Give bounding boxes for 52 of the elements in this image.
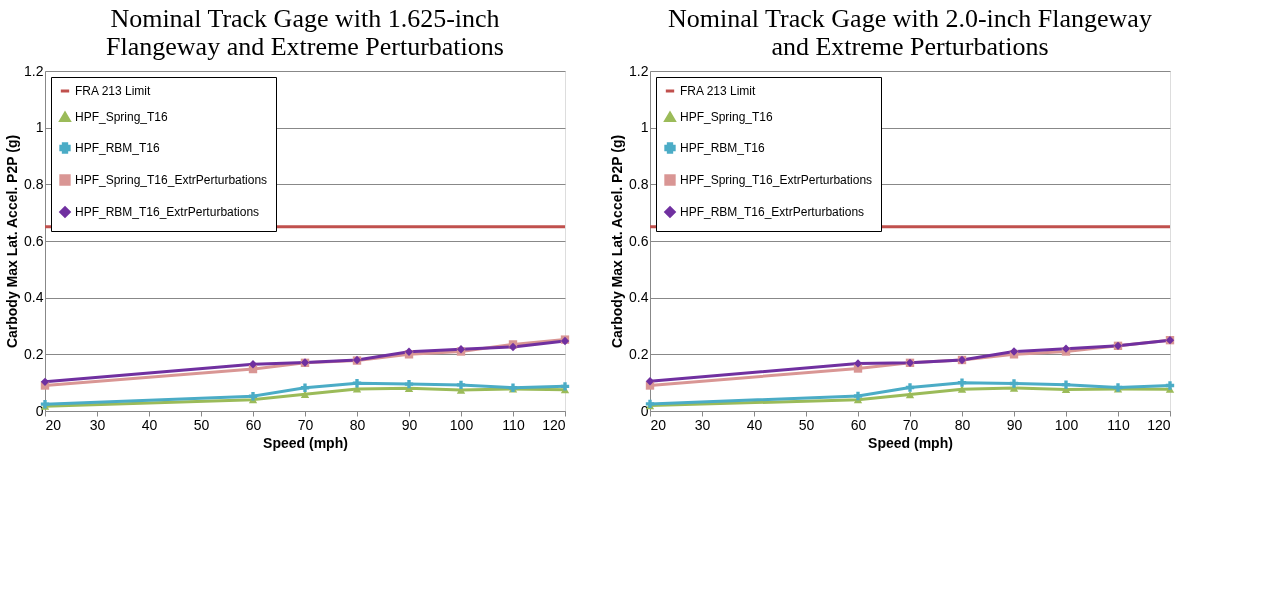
x-tick-label: 50 [798, 416, 815, 433]
x-tick-label: 60 [245, 416, 262, 433]
y-tick-label: 1.2 [24, 62, 44, 79]
legend-label: HPF_Spring_T16_ExtrPerturbations [680, 173, 873, 187]
x-tick-label: 30 [89, 416, 106, 433]
x-tick-label: 120 [542, 416, 566, 433]
y-tick-label: 1 [35, 119, 44, 136]
y-axis-title: Carbody Max Lat. Accel. P2P (g) [609, 134, 626, 349]
x-tick-label: 40 [141, 416, 158, 433]
legend-label: HPF_Spring_T16_ExtrPerturbations [75, 173, 268, 187]
x-tick-label: 70 [297, 416, 314, 433]
y-tick-label: 0.8 [24, 175, 44, 192]
x-tick-label: 80 [954, 416, 971, 433]
y-tick-label: 0.6 [24, 232, 44, 249]
x-tick-label: 40 [746, 416, 763, 433]
y-axis-title: Carbody Max Lat. Accel. P2P (g) [4, 134, 21, 349]
x-tick-label: 60 [850, 416, 867, 433]
legend-label: FRA 213 Limit [680, 84, 757, 98]
x-tick-label: 20 [650, 416, 667, 433]
x-tick-label: 110 [502, 416, 525, 433]
legend-label: FRA 213 Limit [75, 84, 152, 98]
y-tick-label: 0.2 [629, 345, 649, 362]
y-tick-label: 0.2 [24, 345, 44, 362]
x-axis-title: Speed (mph) [868, 434, 953, 451]
y-tick-label: 0.8 [629, 175, 649, 192]
legend-label: HPF_Spring_T16 [680, 110, 774, 124]
legend-label: HPF_RBM_T16_ExtrPerturbations [75, 205, 260, 219]
x-tick-label: 70 [902, 416, 919, 433]
y-tick-label: 0.6 [629, 232, 649, 249]
legend-label: HPF_RBM_T16_ExtrPerturbations [680, 205, 865, 219]
y-tick-label: 0.4 [24, 289, 44, 306]
x-tick-label: 80 [349, 416, 366, 433]
legend-label: HPF_Spring_T16 [75, 110, 169, 124]
x-tick-label: 110 [1107, 416, 1130, 433]
y-tick-label: 1.2 [629, 62, 649, 79]
x-tick-label: 100 [449, 416, 474, 433]
x-tick-label: 50 [193, 416, 210, 433]
legend-label: HPF_RBM_T16 [680, 141, 766, 155]
legend-label: HPF_RBM_T16 [75, 141, 161, 155]
y-tick-label: 1 [640, 119, 649, 136]
x-tick-label: 100 [1054, 416, 1079, 433]
y-tick-label: 0 [35, 402, 44, 419]
x-tick-label: 90 [1006, 416, 1023, 433]
y-tick-label: 0.4 [629, 289, 649, 306]
chart-title: Nominal Track Gage with 1.625-inch Flangeway and Extreme Perturbations [106, 4, 504, 61]
x-tick-label: 120 [1147, 416, 1171, 433]
x-axis-title: Speed (mph) [263, 434, 348, 451]
y-tick-label: 0 [640, 402, 649, 419]
chart-title: Nominal Track Gage with 2.0-inch Flangeway and Extreme Perturbations [668, 4, 1152, 61]
x-tick-label: 20 [45, 416, 62, 433]
x-tick-label: 30 [694, 416, 711, 433]
x-tick-label: 90 [401, 416, 418, 433]
